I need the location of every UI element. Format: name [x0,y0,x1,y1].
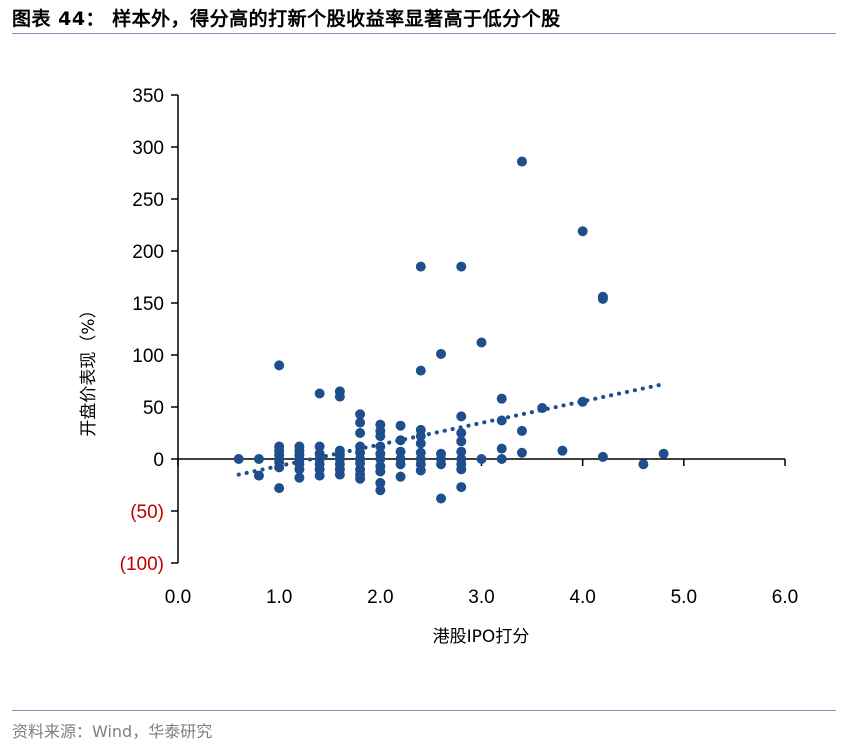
data-point [496,443,507,454]
data-point [516,156,527,167]
data-point [355,417,366,428]
x-tick-label: 1.0 [266,587,292,608]
data-point [658,448,669,459]
data-point [597,451,608,462]
y-axis-ticks: 350 300 250 200 150 100 50 0 (50) (100) [120,86,178,575]
x-tick-label: 0.0 [165,587,191,608]
data-point [375,477,386,488]
data-point [456,436,467,447]
data-point [395,446,406,457]
data-point [253,470,264,481]
data-point [294,464,305,475]
y-tick-label: 0 [153,450,164,471]
data-point [557,445,568,456]
data-point [395,459,406,470]
data-point [274,360,285,371]
data-point [597,293,608,304]
data-point [436,348,447,359]
y-tick-label: (50) [130,502,164,523]
data-point [274,483,285,494]
data-point [476,337,487,348]
y-tick-label: 200 [132,242,164,263]
data-points [233,156,669,504]
x-tick-label: 6.0 [772,587,798,608]
data-point [375,454,386,464]
trend-line [236,382,666,477]
figure-title: 图表 44： 样本外，得分高的打新个股收益率显著高于低分个股 [12,8,561,30]
y-axis-title: 开盘价表现（%） [79,301,99,436]
data-point [456,411,467,422]
source-note: 资料来源：Wind，华泰研究 [12,722,213,741]
data-point [516,425,527,436]
data-point [436,493,447,504]
data-point [253,454,264,464]
data-point [375,431,386,442]
data-point [233,454,244,464]
data-point [456,428,467,438]
data-point [577,226,588,237]
data-point [395,435,406,446]
data-point [375,466,386,477]
x-tick-label: 2.0 [367,587,393,608]
data-point [456,446,467,457]
y-tick-label: 100 [132,346,164,367]
data-point [456,464,467,475]
x-axis-title: 港股IPO打分 [433,627,530,647]
data-point [496,454,507,464]
data-point [395,420,406,431]
data-point [334,391,345,402]
data-point [496,415,507,426]
data-point [638,459,649,470]
data-point [355,428,366,438]
x-axis-ticks: 0.0 1.0 2.0 3.0 4.0 5.0 6.0 [165,459,798,608]
data-point [496,393,507,404]
data-point [375,485,386,496]
title-divider [12,33,836,34]
data-point [314,441,325,452]
x-tick-label: 5.0 [671,587,697,608]
data-point [294,472,305,483]
data-point [334,469,345,480]
data-point [415,465,426,476]
scatter-chart: 350 300 250 200 150 100 50 0 (50) (100) 0.0 1.0 2.0… [79,86,798,647]
data-point [355,473,366,484]
data-point [456,261,467,272]
data-point [476,454,487,464]
y-tick-label: 50 [143,398,164,419]
y-tick-label: (100) [120,554,164,575]
x-tick-label: 4.0 [569,587,595,608]
data-point [516,447,527,458]
data-point [355,409,366,420]
data-point [395,471,406,482]
data-point [415,438,426,449]
y-tick-label: 300 [132,138,164,159]
data-point [415,365,426,376]
y-tick-label: 350 [132,86,164,107]
y-tick-label: 250 [132,190,164,211]
data-point [314,388,325,399]
data-point [436,459,447,470]
data-point [415,261,426,272]
x-tick-label: 3.0 [468,587,494,608]
data-point [577,396,588,407]
data-point [456,482,467,493]
y-tick-label: 150 [132,294,164,315]
data-point [314,470,325,481]
footer-divider [12,710,836,711]
